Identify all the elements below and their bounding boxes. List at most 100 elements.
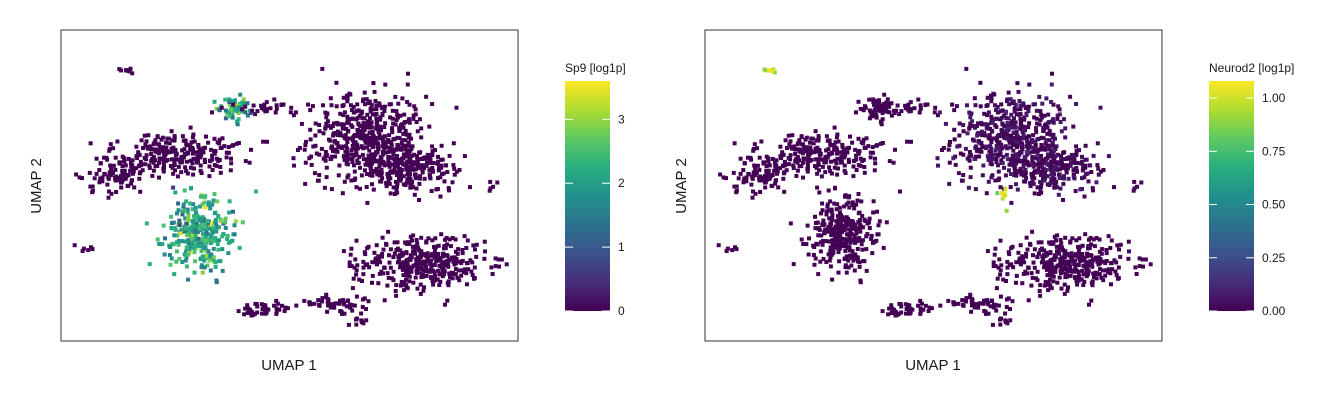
cell-point: [1056, 104, 1061, 109]
cell-point: [1148, 262, 1153, 267]
cell-point: [249, 147, 253, 152]
cell-point: [372, 169, 377, 174]
cell-point: [382, 298, 387, 303]
cell-point: [341, 298, 346, 303]
cell-point: [394, 118, 399, 122]
cell-point: [185, 218, 190, 223]
cell-point: [1070, 236, 1075, 241]
cell-point: [408, 182, 413, 187]
cell-point: [1073, 266, 1078, 270]
cell-point: [876, 223, 881, 228]
cell-point: [113, 167, 118, 172]
cell-point: [238, 92, 243, 97]
cell-point: [359, 144, 364, 149]
cell-point: [835, 151, 839, 156]
cell-point: [856, 151, 861, 156]
cell-point: [106, 195, 111, 200]
cell-point: [333, 301, 338, 306]
cell-point: [438, 258, 443, 263]
cell-point: [150, 156, 155, 161]
cell-point: [848, 240, 853, 245]
cell-point: [191, 226, 196, 231]
cell-point: [395, 145, 400, 150]
cell-point: [976, 147, 981, 152]
cell-point: [857, 260, 862, 265]
cell-point: [1082, 194, 1087, 199]
cell-point: [184, 255, 189, 260]
cell-point: [833, 158, 837, 163]
cell-point: [426, 236, 431, 241]
cell-point: [772, 168, 777, 173]
cell-point: [432, 270, 437, 275]
cell-point: [245, 113, 250, 118]
cell-point: [836, 228, 841, 233]
cell-point: [977, 139, 981, 144]
cell-point: [858, 229, 863, 234]
cell-point: [192, 270, 197, 275]
cell-point: [395, 164, 400, 169]
cell-point: [155, 135, 160, 139]
cell-point: [338, 131, 343, 136]
cell-point: [1061, 257, 1066, 262]
cell-point: [253, 112, 258, 117]
cell-point: [1101, 278, 1106, 283]
cell-point: [1061, 150, 1066, 155]
cell-point: [365, 157, 370, 162]
cell-point: [206, 221, 210, 226]
cell-point: [344, 93, 349, 98]
cell-point: [173, 190, 178, 195]
cell-point: [1109, 238, 1114, 243]
cell-point: [274, 103, 279, 108]
cell-point: [342, 179, 347, 184]
cell-point: [825, 138, 830, 143]
cell-point: [415, 262, 420, 267]
cell-point: [430, 165, 435, 170]
cell-point: [989, 162, 994, 167]
cell-point: [334, 80, 339, 85]
cell-point: [1041, 136, 1046, 141]
cell-point: [832, 226, 837, 231]
cell-point: [166, 136, 171, 141]
cell-point: [980, 144, 985, 149]
cell-point: [370, 112, 375, 117]
cell-point: [994, 308, 999, 313]
cell-point: [382, 265, 387, 270]
cell-point: [1039, 246, 1044, 251]
cell-point: [333, 154, 338, 159]
cell-point: [354, 322, 359, 327]
cell-point: [374, 103, 379, 108]
cell-point: [1033, 143, 1038, 148]
cell-point: [370, 260, 375, 265]
cell-point: [899, 304, 904, 309]
cell-point: [171, 149, 176, 154]
colorbar-tick-label: 1: [618, 240, 625, 254]
cell-point: [837, 150, 842, 155]
cell-point: [983, 122, 988, 127]
cell-point: [730, 248, 735, 253]
cell-point: [382, 146, 387, 151]
cell-point: [419, 135, 424, 140]
cell-point: [323, 150, 328, 154]
cell-point: [332, 305, 337, 310]
cell-point: [180, 148, 185, 153]
cell-point: [126, 157, 131, 161]
cell-point: [996, 178, 1001, 182]
cell-point: [231, 102, 236, 107]
cell-point: [406, 143, 411, 148]
cell-point: [874, 238, 879, 243]
cell-point: [411, 249, 415, 254]
cell-point: [871, 199, 876, 204]
cell-point: [1013, 125, 1018, 130]
cell-point: [968, 292, 973, 297]
cell-point: [1050, 173, 1055, 178]
cell-point: [1006, 296, 1011, 301]
cell-point: [363, 252, 368, 257]
cell-point: [364, 97, 369, 102]
cell-point: [994, 286, 999, 291]
cell-point: [961, 173, 966, 177]
cell-point: [1110, 267, 1115, 272]
cell-point: [401, 252, 405, 257]
cell-point: [186, 240, 191, 245]
cell-point: [403, 240, 408, 245]
cell-point: [375, 143, 380, 148]
